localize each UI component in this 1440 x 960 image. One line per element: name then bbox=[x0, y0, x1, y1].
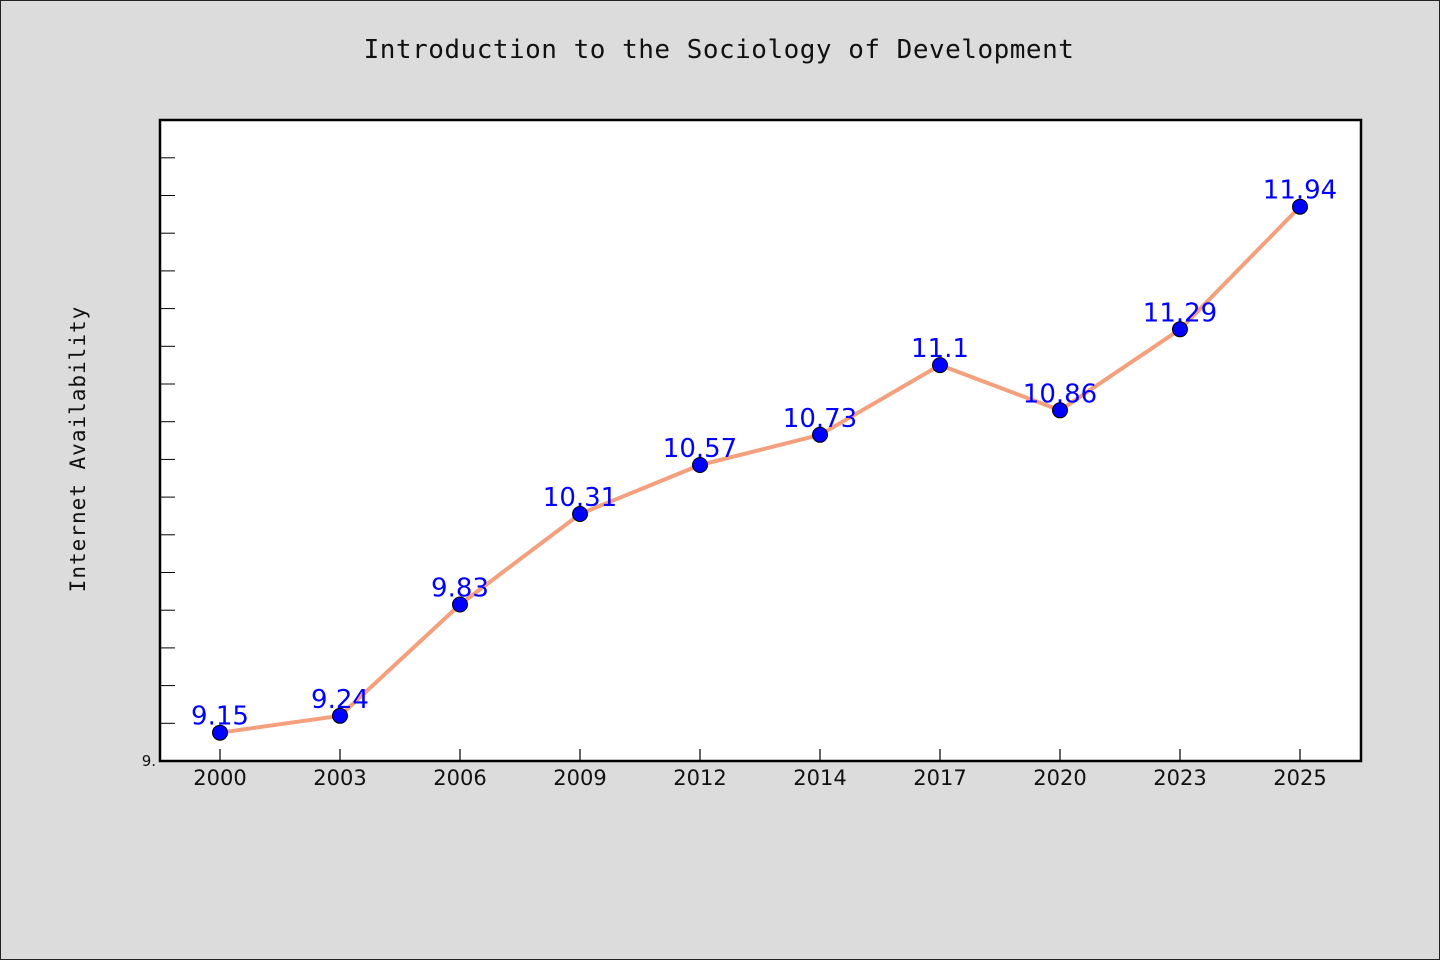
data-point bbox=[332, 707, 348, 724]
data-point bbox=[1052, 402, 1068, 419]
data-point bbox=[812, 426, 828, 443]
data-label: 10.57 bbox=[663, 434, 737, 464]
data-label: 9.83 bbox=[431, 574, 489, 604]
x-tick-label: 2023 bbox=[1153, 766, 1206, 790]
x-axis-ticks: 2000 2003 2006 2009 2012 2014 2017 2020 2023 2025 bbox=[193, 749, 1327, 790]
x-tick-label: 2009 bbox=[553, 766, 606, 790]
x-tick-label: 2000 bbox=[193, 766, 246, 790]
data-label: 11.29 bbox=[1143, 298, 1217, 328]
data-point bbox=[1292, 198, 1308, 215]
data-label: 10.73 bbox=[783, 404, 857, 434]
x-tick-label: 2014 bbox=[793, 766, 846, 790]
data-label: 9.15 bbox=[191, 702, 249, 732]
data-point bbox=[692, 457, 708, 473]
x-tick-label: 2017 bbox=[913, 766, 966, 790]
data-point bbox=[932, 357, 948, 374]
x-tick-label: 2012 bbox=[673, 766, 726, 790]
data-point bbox=[1172, 321, 1188, 338]
plot-area bbox=[158, 118, 1363, 763]
data-point bbox=[212, 724, 228, 741]
data-label: 10.31 bbox=[543, 483, 617, 513]
y-tick-label: 9. bbox=[142, 752, 156, 770]
y-axis-label: Internet Availability bbox=[66, 306, 90, 593]
x-tick-label: 2006 bbox=[433, 766, 486, 790]
data-label: 10.86 bbox=[1023, 379, 1097, 409]
data-point bbox=[572, 506, 588, 522]
y-axis-ticks: 9. bbox=[142, 157, 175, 770]
series-group: 9.15 9.24 9.83 10.31 10.57 10.73 11.1 10.86 11.2… bbox=[191, 176, 1337, 741]
data-label: 11.1 bbox=[911, 334, 969, 364]
data-label: 9.24 bbox=[311, 685, 369, 715]
x-tick-label: 2003 bbox=[313, 766, 366, 790]
chart-title: Introduction to the Sociology of Develop… bbox=[363, 35, 1075, 65]
series-line bbox=[219, 205, 1302, 735]
x-tick-label: 2025 bbox=[1273, 766, 1326, 790]
data-label: 11.94 bbox=[1263, 176, 1337, 206]
x-tick-label: 2020 bbox=[1033, 766, 1086, 790]
data-point bbox=[452, 596, 468, 613]
